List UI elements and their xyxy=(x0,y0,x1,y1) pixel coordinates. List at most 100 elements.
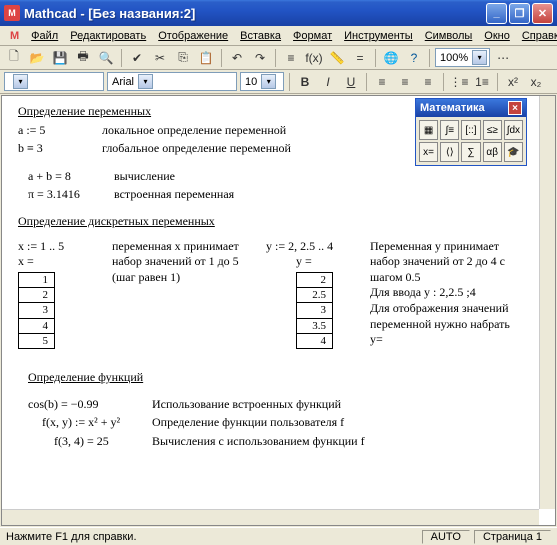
text: встроенная переменная xyxy=(114,187,234,203)
app-mini-icon: M xyxy=(4,28,25,44)
table-row: 1 xyxy=(19,272,55,287)
math-expr: f(3, 4) = 25 xyxy=(18,434,128,450)
table-row: 3.5 xyxy=(297,318,333,333)
toolbar-main: 🗋 📂 💾 🖶 🔍 ✔ ✂ ⎘ 📋 ↶ ↷ ≡ f(x) 📏 = 🌐 ? 100… xyxy=(0,46,557,70)
toolbar-format: ▾ Arial▾ 10▾ B I U ≡ ≡ ≡ ⋮≡ 1≡ x² x₂ xyxy=(0,70,557,94)
matrix-palette-button[interactable]: [::] xyxy=(461,120,480,140)
eval-palette-button[interactable]: ≤≥ xyxy=(483,120,502,140)
numbering-icon[interactable]: 1≡ xyxy=(472,72,492,92)
maximize-button[interactable]: ❐ xyxy=(509,3,530,24)
menu-insert[interactable]: Вставка xyxy=(234,28,287,44)
bold-icon[interactable]: B xyxy=(295,72,315,92)
vscrollbar[interactable] xyxy=(539,96,555,509)
help-icon[interactable]: ? xyxy=(404,48,424,68)
menu-file[interactable]: Файл xyxy=(25,28,64,44)
menu-format[interactable]: Формат xyxy=(287,28,338,44)
open-icon[interactable]: 📂 xyxy=(27,48,47,68)
table-row: 3 xyxy=(19,303,55,318)
preview-icon[interactable]: 🔍 xyxy=(96,48,116,68)
table-row: 4 xyxy=(297,333,333,348)
copy-icon[interactable]: ⎘ xyxy=(173,48,193,68)
titlebar: M Mathcad - [Без названия:2] _ ❐ ✕ xyxy=(0,0,557,26)
menu-help[interactable]: Справка xyxy=(516,28,557,44)
table-row: 2.5 xyxy=(297,288,333,303)
calculus-palette-button[interactable]: ∫dx xyxy=(504,120,523,140)
align-icon[interactable]: ≡ xyxy=(281,48,301,68)
text: глобальное определение переменной xyxy=(102,141,291,157)
func-icon[interactable]: f(x) xyxy=(304,48,324,68)
graph-palette-button[interactable]: ∫≡ xyxy=(440,120,459,140)
table-row: 5 xyxy=(19,333,55,348)
window-title: Mathcad - [Без названия:2] xyxy=(24,6,486,21)
zoom-combo[interactable]: 100%▾ xyxy=(435,48,490,67)
menu-view[interactable]: Отображение xyxy=(152,28,234,44)
unit-icon[interactable]: 📏 xyxy=(327,48,347,68)
undo-icon[interactable]: ↶ xyxy=(227,48,247,68)
cut-icon[interactable]: ✂ xyxy=(150,48,170,68)
math-toolbar-title[interactable]: Математика × xyxy=(416,99,526,117)
math-toolbar-window[interactable]: Математика × ▦ ∫≡ [::] ≤≥ ∫dx x= ⟨⟩ ∑ αβ… xyxy=(415,98,527,166)
sup-icon[interactable]: x² xyxy=(503,72,523,92)
spell-icon[interactable]: ✔ xyxy=(127,48,147,68)
x-table: 1 2 3 4 5 xyxy=(18,272,55,349)
math-expr: a + b = 8 xyxy=(18,169,90,185)
save-icon[interactable]: 💾 xyxy=(50,48,70,68)
text: вычисление xyxy=(114,169,175,185)
bullets-icon[interactable]: ⋮≡ xyxy=(449,72,469,92)
menu-symbols[interactable]: Символы xyxy=(419,28,479,44)
text: Определение функции пользователя f xyxy=(152,415,344,431)
align-center-icon[interactable]: ≡ xyxy=(395,72,415,92)
calc-palette-button[interactable]: ▦ xyxy=(419,120,438,140)
status-auto: AUTO xyxy=(422,530,470,544)
minimize-button[interactable]: _ xyxy=(486,3,507,24)
table-row: 2 xyxy=(297,272,333,287)
menu-window[interactable]: Окно xyxy=(478,28,516,44)
align-left-icon[interactable]: ≡ xyxy=(372,72,392,92)
status-hint: Нажмите F1 для справки. xyxy=(6,531,137,543)
symbolic-palette-button[interactable]: αβ xyxy=(483,142,502,162)
redo-icon[interactable]: ↷ xyxy=(250,48,270,68)
menu-tools[interactable]: Инструменты xyxy=(338,28,419,44)
menubar: M Файл Редактировать Отображение Вставка… xyxy=(0,26,557,46)
text: переменная x принимает набор значений от… xyxy=(112,239,242,350)
text: Вычисления с использованием функции f xyxy=(152,434,365,450)
calc-icon[interactable]: = xyxy=(350,48,370,68)
math-expr: b ≡ 3 xyxy=(18,141,78,157)
new-icon[interactable]: 🗋 xyxy=(4,48,24,68)
table-row: 3 xyxy=(297,303,333,318)
align-right-icon[interactable]: ≡ xyxy=(418,72,438,92)
paste-icon[interactable]: 📋 xyxy=(196,48,216,68)
greek-palette-button[interactable]: ∑ xyxy=(461,142,480,162)
menu-edit[interactable]: Редактировать xyxy=(64,28,152,44)
print-icon[interactable]: 🖶 xyxy=(73,48,93,68)
size-combo[interactable]: 10▾ xyxy=(240,72,284,91)
math-expr: x = xyxy=(18,254,88,270)
text: Переменная y принимает набор значений от… xyxy=(370,239,520,286)
statusbar: Нажмите F1 для справки. AUTO Страница 1 xyxy=(0,527,557,545)
math-expr: x := 1 .. 5 xyxy=(18,239,88,255)
workarea[interactable]: Определение переменных a := 5локальное о… xyxy=(1,95,556,526)
toolbar-extra-icon[interactable]: ⋯ xyxy=(493,48,513,68)
math-expr: a := 5 xyxy=(18,123,78,139)
text: Для ввода y : 2,2.5 ;4 xyxy=(370,285,520,301)
app-icon: M xyxy=(4,5,20,21)
boolean-palette-button[interactable]: x= xyxy=(419,142,438,162)
text: Для отображения значений переменной нужн… xyxy=(370,301,520,348)
table-row: 2 xyxy=(19,288,55,303)
heading: Определение дискретных переменных xyxy=(18,214,539,230)
sub-icon[interactable]: x₂ xyxy=(526,72,546,92)
text: локальное определение переменной xyxy=(102,123,286,139)
status-page: Страница 1 xyxy=(474,530,551,544)
modifier-palette-button[interactable]: 🎓 xyxy=(504,142,523,162)
close-icon[interactable]: × xyxy=(508,101,522,115)
program-palette-button[interactable]: ⟨⟩ xyxy=(440,142,459,162)
math-expr: cos(b) = −0.99 xyxy=(18,397,128,413)
math-expr: y := 2, 2.5 .. 4 xyxy=(266,239,346,255)
style-combo[interactable]: ▾ xyxy=(4,72,104,91)
web-icon[interactable]: 🌐 xyxy=(381,48,401,68)
close-button[interactable]: ✕ xyxy=(532,3,553,24)
font-combo[interactable]: Arial▾ xyxy=(107,72,237,91)
italic-icon[interactable]: I xyxy=(318,72,338,92)
underline-icon[interactable]: U xyxy=(341,72,361,92)
heading: Определение функций xyxy=(18,370,539,386)
